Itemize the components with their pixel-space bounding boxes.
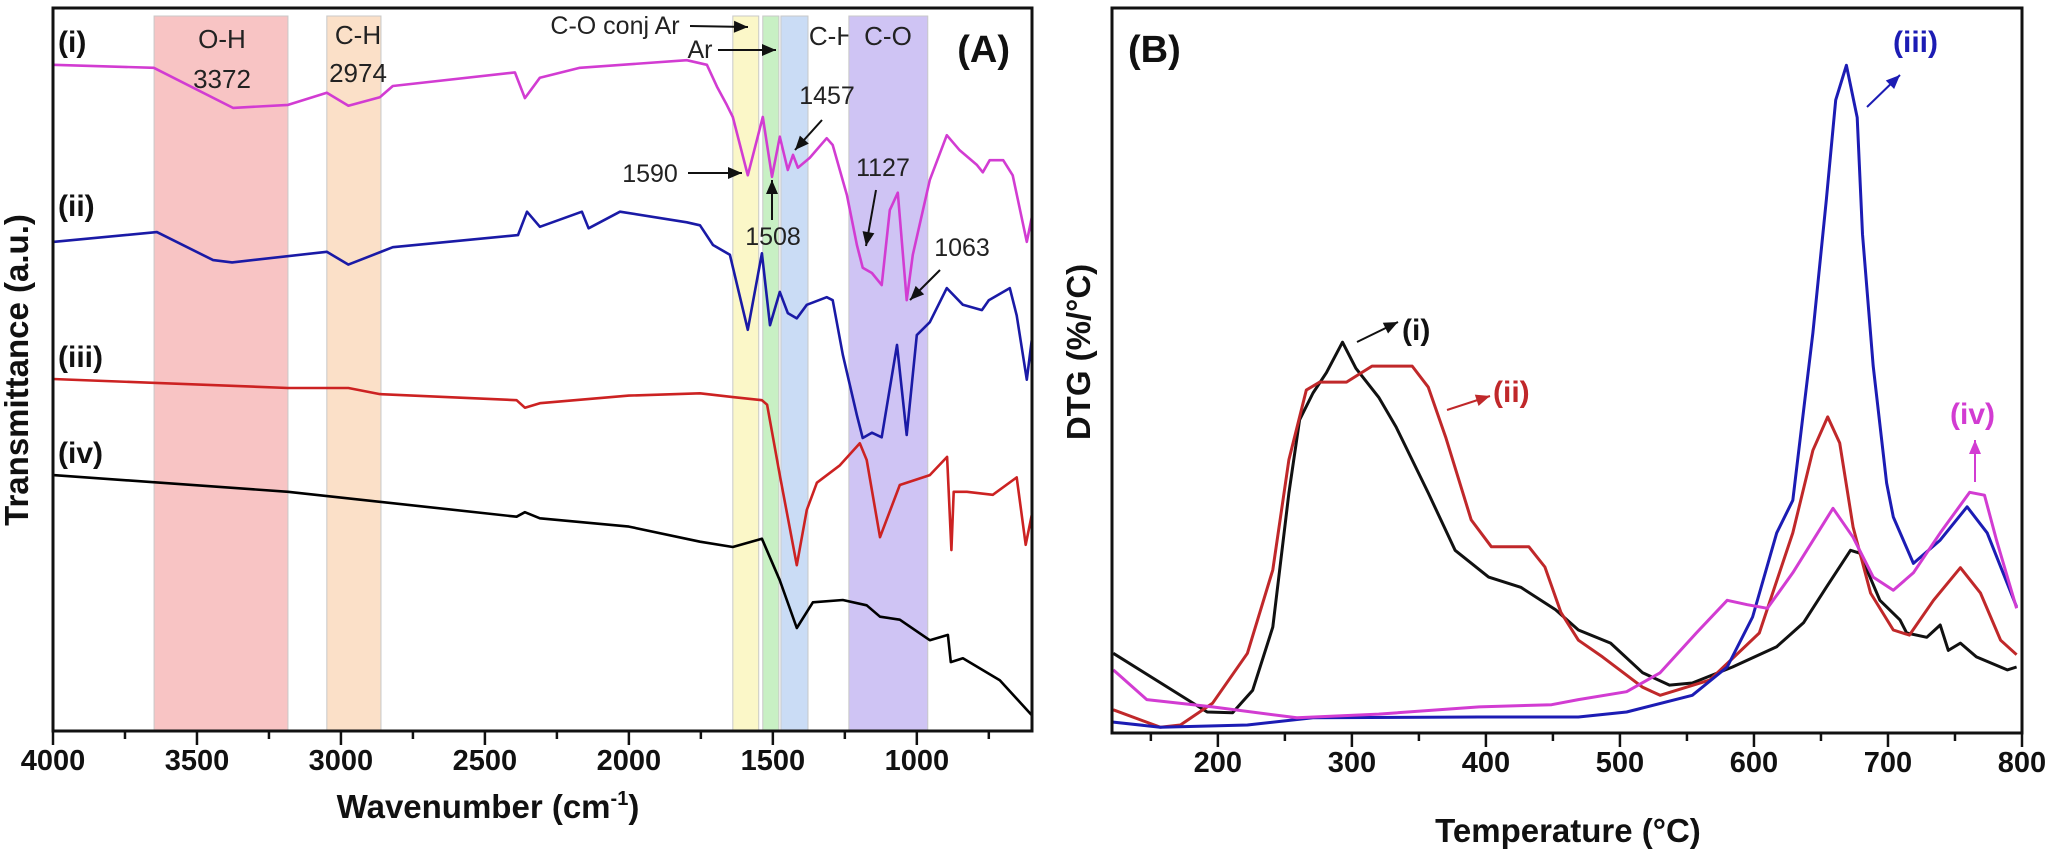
plot-frame	[1110, 6, 2024, 735]
x-tick-label: 3500	[165, 745, 230, 777]
annotation-arrow-head	[762, 44, 776, 56]
x-tick-label: 1500	[741, 745, 806, 777]
band-highlight	[326, 15, 382, 732]
annotation-arrow-head	[862, 231, 875, 246]
x-tick-label: 700	[1864, 747, 1912, 779]
dtg-series-line-4	[1112, 490, 2019, 720]
x-axis-title: Wavenumber (cm-1)	[337, 788, 640, 825]
band-label: C-H	[335, 20, 381, 50]
series-label: (iii)	[1893, 26, 1938, 59]
panel-label: (B)	[1128, 29, 1181, 71]
band-highlight	[153, 15, 289, 732]
series-label-arrow-head	[1885, 75, 1900, 90]
series-label-arrow	[1356, 321, 1399, 343]
annotation-arrow-head	[728, 167, 742, 179]
series-label-arrow	[1969, 440, 1981, 482]
annotation-arrow-head	[795, 135, 809, 150]
x-axis-title: Temperature (°C)	[1435, 812, 1701, 849]
peak-annotation-label: C-O conj Ar	[550, 12, 679, 40]
series-label: (iii)	[58, 341, 103, 374]
annotation-arrow-head	[766, 180, 778, 194]
peak-annotation-label: 1063	[934, 234, 990, 262]
band-label: C-O	[864, 21, 912, 51]
x-axis-title-superscript: -1	[611, 788, 629, 810]
annotation-arrow-head	[733, 20, 748, 33]
dtg-series-line-1	[1112, 340, 2018, 715]
x-tick-label: 4000	[21, 745, 86, 777]
x-tick-label: 2500	[453, 745, 518, 777]
ftir-series-line-2	[52, 210, 1033, 440]
annotation-arrow	[794, 119, 823, 151]
ftir-series-line-3	[52, 377, 1033, 567]
band-highlight	[732, 15, 760, 732]
x-tick-label: 2000	[597, 745, 662, 777]
band-highlight	[780, 15, 809, 732]
series-label: (ii)	[1493, 376, 1530, 409]
series-label-arrow	[1446, 394, 1491, 411]
dtg-series-line-3	[1113, 63, 2018, 729]
ftir-series-line-4	[52, 473, 1033, 716]
series-label: (iv)	[58, 437, 103, 470]
y-axis-title: DTG (%/°C)	[1060, 264, 1097, 440]
x-tick-label: 300	[1328, 747, 1376, 779]
band-highlight	[762, 15, 780, 732]
series-label: (iv)	[1950, 398, 1995, 431]
x-tick-label: 500	[1596, 747, 1644, 779]
peak-annotation-label: Ar	[688, 36, 713, 64]
peak-annotation-label: 1127	[856, 154, 910, 182]
band-label: O-H	[198, 24, 246, 54]
annotation-arrow	[766, 180, 778, 220]
panel-b-dtg-chart: (i) (ii) (iii) (iv) 200 300 400 500 600 700 800 Tem…	[1060, 6, 2046, 849]
peak-annotation-label: 1508	[745, 223, 801, 251]
band-label: C-H	[809, 21, 855, 51]
series-label-arrow-head	[1474, 394, 1490, 407]
x-tick-label: 200	[1194, 747, 1242, 779]
panel-a-ftir-chart: O-H 3372 C-H 2974 C-H C-O (i) (ii) (iii) (iv) C-O …	[0, 6, 1034, 825]
band-wavenumber-label: 3372	[193, 64, 251, 94]
series-label-arrow	[1866, 74, 1901, 108]
annotation-arrow	[862, 189, 877, 247]
annotation-arrow	[688, 167, 742, 179]
band-wavenumber-label: 2974	[329, 58, 387, 88]
series-label: (ii)	[58, 190, 95, 223]
ftir-series-line-1	[52, 58, 1033, 302]
y-axis-title: Transmittance (a.u.)	[0, 214, 35, 526]
x-tick-label: 1000	[885, 745, 950, 777]
x-tick-label: 600	[1730, 747, 1778, 779]
x-tick-label: 400	[1462, 747, 1510, 779]
dtg-series-line-2	[1112, 364, 2018, 729]
plot-frame	[51, 6, 1034, 733]
x-tick-label: 800	[1998, 747, 2046, 779]
series-label: (i)	[1402, 314, 1430, 347]
series-label: (i)	[58, 26, 86, 59]
band-highlight	[848, 15, 929, 732]
x-axis-title-main: Wavenumber (cm	[337, 788, 611, 825]
series-label-arrow-head	[1382, 322, 1398, 334]
annotation-arrow	[718, 44, 776, 56]
panel-label: (A)	[957, 29, 1010, 71]
annotation-arrow	[909, 269, 941, 301]
peak-annotation-label: 1457	[799, 82, 855, 110]
annotation-arrow	[689, 20, 749, 33]
annotation-arrow-head	[910, 285, 925, 300]
x-axis-title-end: )	[628, 788, 639, 825]
x-tick-label: 3000	[309, 745, 374, 777]
series-label-arrow-head	[1969, 440, 1981, 454]
peak-annotation-label: 1590	[622, 160, 678, 188]
